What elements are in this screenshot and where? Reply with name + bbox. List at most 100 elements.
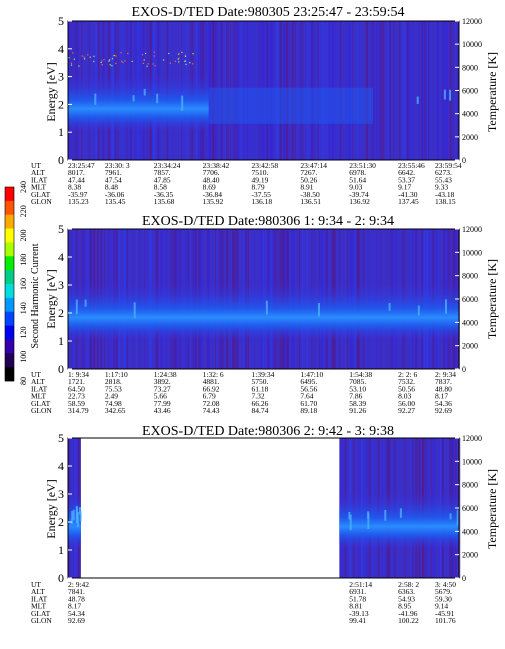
orbit-cell: 7961. bbox=[105, 168, 122, 177]
orbit-cell: 22.73 bbox=[68, 392, 85, 401]
orbit-cell: 23:38:42 bbox=[203, 161, 230, 170]
orbit-cell: 56.00 bbox=[398, 399, 415, 408]
orbit-cell: 51.78 bbox=[349, 594, 366, 603]
energy-tick-label: 5 bbox=[58, 14, 64, 28]
energy-tick-label: 2 bbox=[58, 306, 64, 320]
orbit-cell: 23:59:54 bbox=[435, 161, 462, 170]
temperature-tick-label: 2000 bbox=[462, 551, 478, 560]
orbit-cell: 23:30: 3 bbox=[105, 161, 130, 170]
energy-tick-label: 1 bbox=[58, 334, 64, 348]
colorbar-tick-label: 120 bbox=[19, 327, 28, 339]
orbit-cell: 9.14 bbox=[435, 602, 448, 611]
orbit-cell: 5.66 bbox=[154, 392, 167, 401]
colorbar-swatch bbox=[5, 242, 14, 257]
orbit-cell: 50.56 bbox=[398, 384, 415, 393]
temperature-tick-label: 0 bbox=[462, 574, 466, 583]
energy-axis-label: Energy [eV] bbox=[44, 479, 58, 538]
colorbar-swatch bbox=[5, 311, 14, 326]
orbit-cell: 135.68 bbox=[154, 197, 175, 206]
orbit-row-label: ALT bbox=[31, 168, 45, 177]
orbit-cell: 135.23 bbox=[68, 197, 89, 206]
temperature-axis-label: Temperature [K] bbox=[485, 259, 499, 339]
orbit-cell: 92.69 bbox=[435, 406, 452, 415]
orbit-cell: 6495. bbox=[300, 377, 317, 386]
colorbar-swatch bbox=[5, 228, 14, 243]
temperature-tick-label: 0 bbox=[462, 365, 466, 374]
temperature-tick-label: 10000 bbox=[462, 40, 482, 49]
colorbar-tick-label: 220 bbox=[19, 205, 28, 217]
spectrogram-image bbox=[68, 438, 461, 578]
orbit-cell: 54.34 bbox=[68, 609, 85, 618]
colorbar-ticks: 240 220 200 180 160 140 120 100 80 bbox=[19, 181, 28, 385]
colorbar-swatch bbox=[5, 214, 14, 229]
orbit-row-label: GLAT bbox=[31, 399, 51, 408]
orbit-cell: -41.30 bbox=[398, 190, 418, 199]
energy-tick-label: 3 bbox=[58, 278, 64, 292]
orbit-cell: 1:17:10 bbox=[105, 370, 128, 379]
orbit-cell: 3892. bbox=[154, 377, 171, 386]
temperature-tick-label: 6000 bbox=[462, 295, 478, 304]
orbit-cell: 99.41 bbox=[349, 616, 366, 625]
colorbar-swatch bbox=[5, 297, 14, 313]
orbit-cell: 8.81 bbox=[349, 602, 362, 611]
temperature-tick-label: 10000 bbox=[462, 248, 482, 257]
orbit-cell: 137.45 bbox=[398, 197, 419, 206]
orbit-cell: 92.69 bbox=[68, 616, 85, 625]
orbit-cell: -36.06 bbox=[105, 190, 125, 199]
orbit-cell: 138.15 bbox=[435, 197, 456, 206]
orbit-cell: -36.84 bbox=[203, 190, 223, 199]
colorbar-swatch bbox=[5, 284, 14, 299]
orbit-cell: 66.26 bbox=[252, 399, 269, 408]
orbit-cell: 1:24:38 bbox=[154, 370, 177, 379]
energy-tick-label: 0 bbox=[58, 571, 64, 585]
temperature-tick-label: 8000 bbox=[462, 272, 478, 281]
energy-tick-label: 5 bbox=[58, 431, 64, 445]
temperature-tick-label: 4000 bbox=[462, 527, 478, 536]
orbit-cell: 100.22 bbox=[398, 616, 419, 625]
orbit-cell: 23:55:46 bbox=[398, 161, 425, 170]
energy-axis-label: Energy [eV] bbox=[44, 269, 58, 328]
temperature-tick-label: 6000 bbox=[462, 504, 478, 513]
energy-tick-label: 2 bbox=[58, 515, 64, 529]
orbit-cell: -39.74 bbox=[349, 190, 369, 199]
orbit-cell: 6931. bbox=[349, 587, 366, 596]
energy-tick-label: 0 bbox=[58, 362, 64, 376]
orbit-cell: -41.96 bbox=[398, 609, 418, 618]
orbit-cell: 59.30 bbox=[435, 594, 452, 603]
spectrogram-panel-3: EXOS-D/TED Date:980306 2: 9:42 - 3: 9:38… bbox=[31, 424, 499, 625]
orbit-cell: 48.40 bbox=[203, 175, 220, 184]
orbit-cell: 8017. bbox=[68, 168, 85, 177]
orbit-cell: 7706. bbox=[203, 168, 220, 177]
colorbar-swatch bbox=[5, 339, 14, 354]
colorbar-tick-label: 200 bbox=[19, 230, 28, 242]
panel-title: EXOS-D/TED Date:980305 23:25:47 - 23:59:… bbox=[132, 5, 405, 20]
orbit-cell: 7857. bbox=[154, 168, 171, 177]
orbit-cell: 1:47:10 bbox=[300, 370, 323, 379]
colorbar-tick-label: 80 bbox=[19, 377, 28, 385]
temperature-tick-label: 8000 bbox=[462, 481, 478, 490]
orbit-row-label: GLAT bbox=[31, 609, 51, 618]
colorbar-swatch bbox=[5, 353, 14, 368]
orbit-cell: 342.65 bbox=[105, 406, 126, 415]
orbit-cell: 55.43 bbox=[435, 175, 452, 184]
temperature-tick-label: 12000 bbox=[462, 434, 482, 443]
orbit-cell: 91.26 bbox=[349, 406, 366, 415]
orbit-cell: -43.18 bbox=[435, 190, 455, 199]
orbit-cell: -37.55 bbox=[252, 190, 272, 199]
colorbar: 240 220 200 180 160 140 120 100 80 Second Harmon… bbox=[4, 181, 41, 385]
energy-tick-label: 4 bbox=[58, 42, 64, 56]
orbit-row-label: MLT bbox=[31, 392, 47, 401]
orbit-cell: 6978. bbox=[349, 168, 366, 177]
orbit-row-label: MLT bbox=[31, 602, 47, 611]
orbit-row-label: MLT bbox=[31, 183, 47, 192]
energy-tick-label: 5 bbox=[58, 222, 64, 236]
orbit-cell: 58.39 bbox=[349, 399, 366, 408]
orbit-cell: 58.59 bbox=[68, 399, 85, 408]
orbit-cell: 1721. bbox=[68, 377, 85, 386]
orbit-cell: 7267. bbox=[300, 168, 317, 177]
orbit-cell: 54.93 bbox=[398, 594, 415, 603]
orbit-row-label: ALT bbox=[31, 587, 45, 596]
orbit-cell: 72.08 bbox=[203, 399, 220, 408]
temperature-tick-label: 12000 bbox=[462, 17, 482, 26]
